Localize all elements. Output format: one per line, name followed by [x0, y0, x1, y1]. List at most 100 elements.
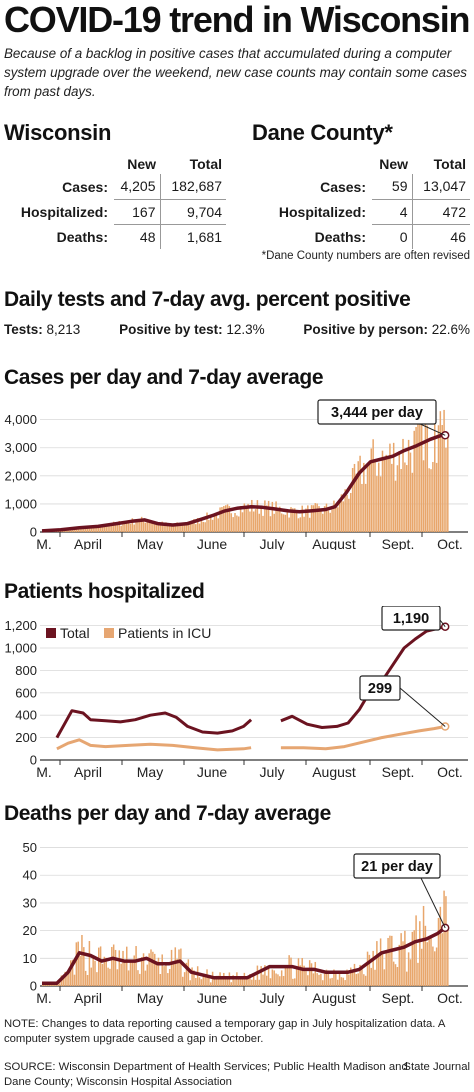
tests-heading: Daily tests and 7-day avg. percent posit…: [4, 288, 411, 311]
icu-line: [280, 725, 446, 751]
x-tick-label: August: [312, 536, 356, 550]
bar: [258, 513, 261, 532]
bar: [174, 523, 177, 532]
tests-stats: Tests: 8,213 Positive by test: 12.3% Pos…: [4, 322, 470, 337]
bar: [251, 979, 253, 986]
y-tick-label: 0: [30, 525, 37, 540]
bar: [167, 523, 169, 532]
bar: [77, 941, 79, 986]
bar: [75, 942, 78, 986]
bar: [137, 521, 139, 532]
bar: [271, 969, 274, 986]
x-tick-label: Oct.: [437, 990, 463, 1006]
bar: [133, 955, 135, 986]
bar: [376, 941, 378, 986]
bar: [391, 463, 393, 532]
bar: [120, 525, 122, 532]
x-tick-label: May: [137, 764, 163, 780]
bar: [335, 505, 337, 532]
bar: [155, 522, 158, 532]
bar: [189, 980, 191, 986]
bar: [239, 978, 242, 986]
bar: [385, 953, 387, 986]
bar: [292, 978, 294, 986]
bar: [305, 508, 307, 532]
bar: [83, 528, 85, 532]
bar: [118, 950, 121, 986]
bar: [224, 505, 227, 532]
bar: [172, 962, 175, 986]
cases-chart: 0 1,000 2,000 3,000 4,000 M. April May June July A…: [4, 399, 468, 550]
bar: [90, 526, 93, 532]
bars: [42, 404, 449, 532]
bar: [68, 968, 70, 986]
bar: [249, 974, 251, 986]
bar: [415, 426, 417, 532]
x-tick-label: June: [197, 764, 228, 780]
bar: [381, 952, 384, 986]
y-tick-label: 200: [15, 730, 37, 745]
annotation-box: [381, 606, 441, 631]
bar: [426, 425, 429, 532]
bar: [77, 528, 79, 532]
bar: [385, 454, 387, 532]
bar: [413, 430, 415, 532]
col-total: Total: [433, 156, 466, 172]
table-row: Hospitalized: 4 472: [262, 198, 470, 225]
col-new: New: [127, 156, 156, 172]
bar: [295, 967, 298, 986]
bar: [320, 511, 322, 532]
bar: [198, 523, 201, 532]
bar: [195, 978, 197, 986]
bar: [305, 971, 307, 986]
bar: [247, 503, 249, 532]
bar: [327, 970, 330, 986]
wisconsin-heading: Wisconsin: [4, 120, 112, 145]
y-tick-label: 0: [30, 753, 37, 768]
bar: [238, 978, 240, 986]
bar: [437, 917, 440, 986]
bar: [322, 513, 324, 532]
bar: [146, 521, 149, 532]
y-tick-label: 0: [30, 979, 37, 994]
bar: [355, 974, 358, 986]
bar: [310, 505, 313, 532]
bar: [441, 933, 443, 986]
legend-label: Total: [60, 625, 90, 641]
bar: [409, 959, 412, 986]
bar: [420, 948, 423, 986]
bar: [249, 511, 251, 532]
bar: [409, 452, 412, 532]
bar: [129, 523, 132, 532]
bar: [413, 930, 415, 986]
bar: [234, 979, 236, 986]
bar: [346, 494, 348, 532]
annotation-leader: [419, 875, 446, 929]
bar: [258, 979, 261, 986]
bar: [359, 964, 361, 986]
bar: [269, 516, 272, 532]
bar: [221, 979, 223, 986]
bar: [163, 966, 165, 986]
bar: [88, 941, 91, 986]
bar: [83, 947, 85, 986]
bar: [137, 970, 139, 986]
bar: [140, 516, 143, 532]
footnote: NOTE: Changes to data reporting caused a…: [4, 1018, 445, 1045]
x-tick-label: May: [137, 990, 163, 1006]
bar: [234, 512, 236, 532]
bar: [288, 955, 290, 986]
avg-line: [41, 433, 446, 533]
table-row: Deaths: 0 46: [262, 224, 470, 249]
bar: [101, 963, 104, 986]
bar: [294, 978, 296, 986]
bar: [260, 966, 262, 986]
bar: [368, 460, 371, 532]
bar: [185, 962, 188, 986]
bar: [71, 959, 74, 986]
bar: [264, 965, 266, 986]
bar: [79, 955, 81, 986]
bar: [98, 526, 100, 532]
bar: [245, 507, 247, 532]
bar: [200, 979, 203, 986]
